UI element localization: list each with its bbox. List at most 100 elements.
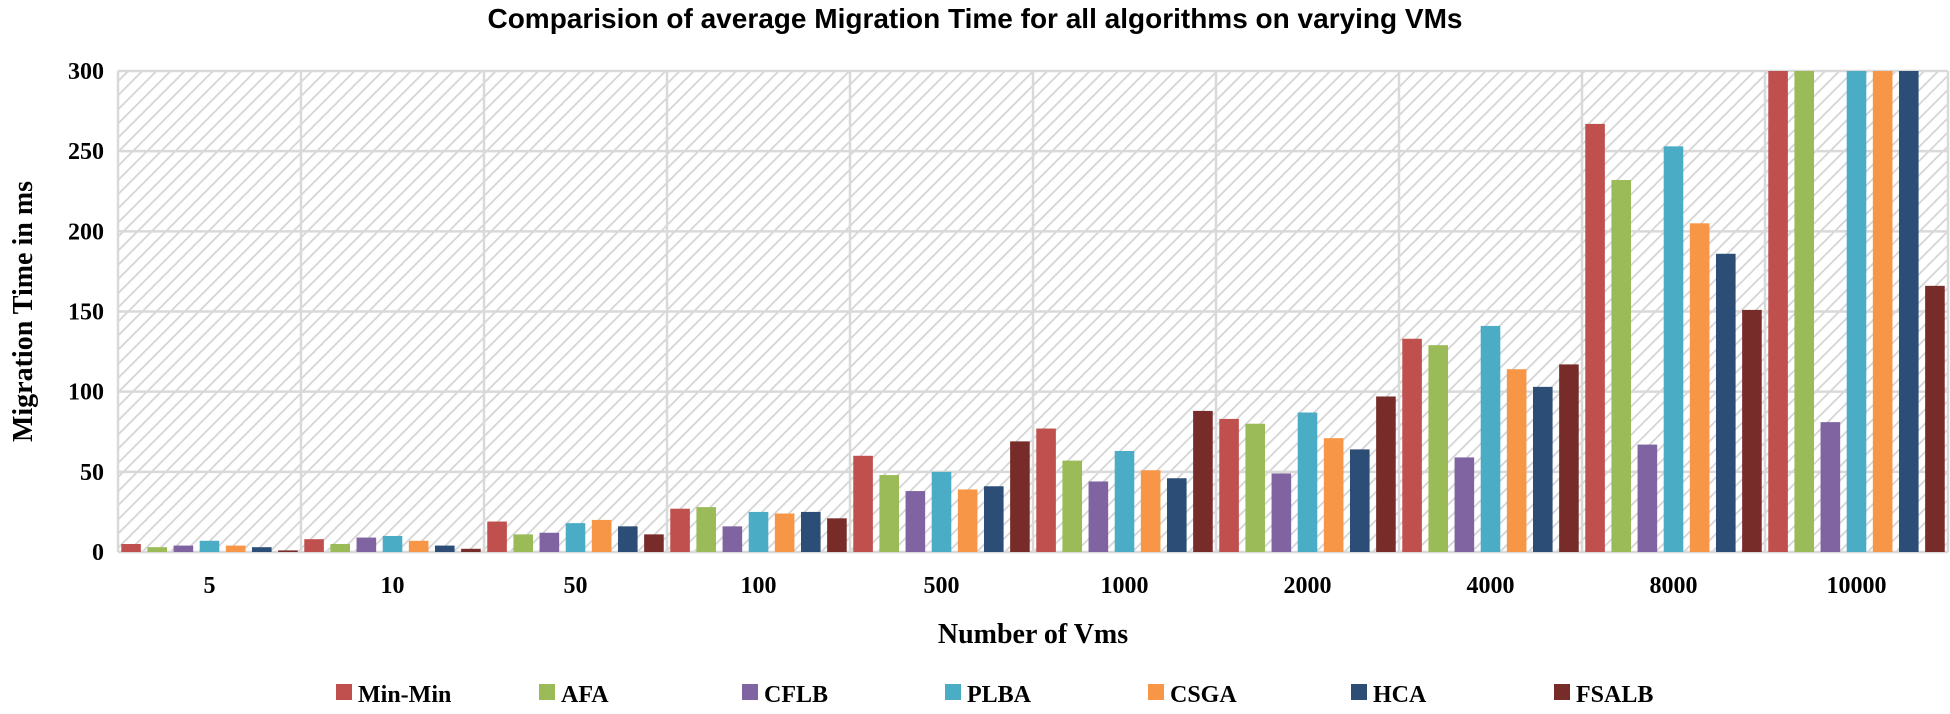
bar-cflb-50 (539, 532, 560, 552)
y-axis-ticks: 0 50 100 150 200 250 300 (68, 59, 104, 566)
bar-min-min-2000 (1219, 418, 1239, 552)
bar-afa-50 (513, 534, 534, 552)
x-tick-label: 2000 (1284, 573, 1332, 599)
bar-afa-5 (147, 547, 168, 552)
legend-label-csga: CSGA (1170, 682, 1237, 708)
bar-cflb-4000 (1454, 457, 1475, 552)
legend-swatch-fsalb (1554, 684, 1570, 700)
bar-min-min-1000 (1036, 428, 1056, 552)
bar-hca-2000 (1349, 449, 1370, 552)
y-tick-label: 150 (68, 300, 104, 326)
bar-min-min-50 (487, 521, 507, 552)
bar-afa-4000 (1428, 345, 1449, 552)
bars (121, 71, 1945, 553)
bar-csga-8000 (1689, 223, 1710, 553)
bar-plba-10 (382, 535, 403, 552)
bar-hca-1000 (1166, 478, 1187, 552)
bar-afa-10000 (1794, 71, 1815, 552)
legend-swatch-cflb (742, 684, 758, 700)
x-tick-label: 10 (381, 573, 405, 599)
bar-min-min-100 (670, 508, 690, 552)
legend-label-cflb: CFLB (764, 682, 828, 708)
y-tick-label: 200 (68, 219, 104, 245)
legend-label-hca: HCA (1373, 682, 1427, 708)
bar-fsalb-50 (644, 534, 664, 552)
x-axis-ticks: 5 10 50 100 500 1000 2000 4000 8000 10000 (204, 573, 1887, 599)
bar-afa-100 (696, 507, 717, 552)
bar-hca-500 (983, 486, 1004, 552)
legend-label-min-min: Min-Min (358, 682, 451, 708)
legend-label-fsalb: FSALB (1576, 682, 1653, 708)
bar-csga-500 (957, 489, 978, 552)
bar-min-min-8000 (1585, 123, 1605, 552)
y-tick-label: 250 (68, 139, 104, 165)
x-tick-label: 1000 (1101, 573, 1149, 599)
bar-min-min-10000 (1768, 71, 1788, 552)
bar-hca-100 (800, 511, 821, 552)
bar-fsalb-10000 (1925, 285, 1945, 552)
bar-csga-5 (225, 545, 246, 552)
bar-cflb-2000 (1271, 473, 1292, 552)
bar-cflb-5 (173, 545, 194, 552)
bar-plba-2000 (1297, 412, 1318, 552)
y-tick-label: 300 (68, 59, 104, 85)
legend-label-afa: AFA (561, 682, 609, 708)
gridlines (116, 69, 1950, 554)
legend-swatch-csga (1148, 684, 1164, 700)
bar-plba-500 (931, 471, 952, 552)
bar-csga-1000 (1140, 470, 1161, 552)
legend-swatch-min-min (336, 684, 352, 700)
x-tick-label: 100 (741, 573, 777, 599)
legend-swatch-hca (1351, 684, 1367, 700)
y-tick-label: 50 (80, 460, 104, 486)
legend-swatch-plba (945, 684, 961, 700)
bar-plba-1000 (1114, 450, 1135, 552)
bar-hca-10000 (1898, 71, 1919, 552)
bar-plba-4000 (1480, 325, 1501, 552)
bar-fsalb-2000 (1376, 396, 1396, 552)
chart-title: Comparision of average Migration Time fo… (487, 3, 1462, 34)
bar-cflb-500 (905, 491, 926, 552)
bar-fsalb-500 (1010, 441, 1030, 552)
bar-csga-2000 (1323, 438, 1344, 552)
x-tick-label: 4000 (1467, 573, 1515, 599)
bar-min-min-4000 (1402, 338, 1422, 552)
bar-fsalb-100 (827, 518, 847, 552)
bar-fsalb-8000 (1742, 309, 1762, 552)
bar-plba-100 (748, 511, 769, 552)
bar-fsalb-5 (278, 550, 298, 552)
bar-min-min-5 (121, 543, 141, 552)
bar-cflb-10 (356, 537, 377, 552)
bar-hca-5 (251, 547, 272, 552)
bar-cflb-1000 (1088, 481, 1109, 552)
bar-hca-50 (617, 526, 638, 552)
y-tick-label: 0 (92, 540, 104, 566)
x-tick-label: 10000 (1827, 573, 1887, 599)
bar-afa-10 (330, 543, 351, 552)
bar-min-min-10 (304, 539, 324, 552)
x-tick-label: 5 (204, 573, 216, 599)
x-tick-label: 50 (564, 573, 588, 599)
bar-csga-10000 (1872, 71, 1893, 552)
x-tick-label: 8000 (1650, 573, 1698, 599)
legend: Min-Min AFA CFLB PLBA CSGA HCA FSALB (336, 682, 1653, 708)
legend-label-plba: PLBA (967, 682, 1032, 708)
bar-plba-8000 (1663, 146, 1684, 552)
bar-fsalb-4000 (1559, 364, 1579, 552)
x-axis-title: Number of Vms (938, 619, 1128, 650)
bar-plba-50 (565, 523, 586, 552)
bar-hca-8000 (1715, 253, 1736, 552)
bar-plba-10000 (1846, 71, 1867, 552)
bar-csga-10 (408, 540, 429, 552)
bar-min-min-500 (853, 455, 873, 552)
bar-hca-10 (434, 545, 455, 552)
bar-csga-50 (591, 519, 612, 552)
bar-afa-1000 (1062, 460, 1083, 552)
bar-csga-4000 (1506, 369, 1527, 552)
bar-afa-500 (879, 475, 900, 552)
bar-afa-8000 (1611, 180, 1632, 552)
bar-fsalb-10 (461, 548, 481, 552)
y-axis-title: Migration Time in ms (8, 181, 39, 442)
y-tick-label: 100 (68, 380, 104, 406)
